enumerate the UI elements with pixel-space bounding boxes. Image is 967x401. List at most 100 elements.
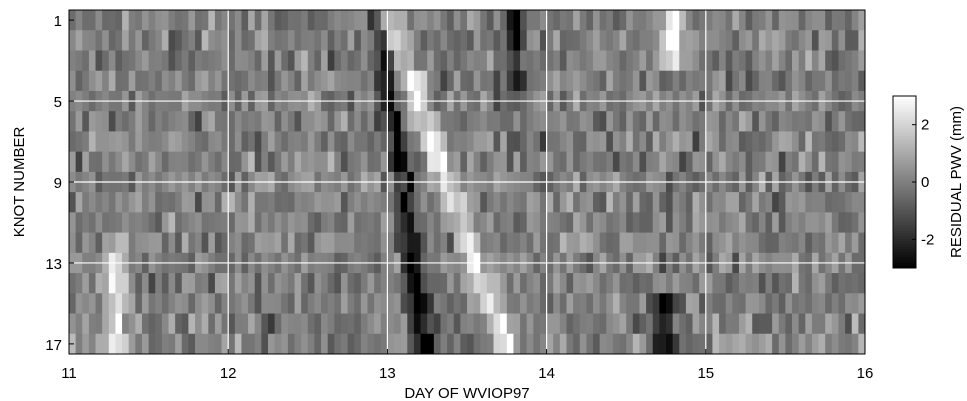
colorbar-swatch — [893, 259, 916, 264]
heatmap-cell — [201, 333, 209, 355]
heatmap-cell — [148, 313, 156, 335]
heatmap-cell — [195, 50, 203, 72]
heatmap-cell — [811, 313, 819, 335]
heatmap-cell — [108, 212, 116, 233]
heatmap-cell — [553, 293, 561, 314]
heatmap-cell — [301, 50, 309, 72]
colorbar-swatch — [893, 101, 916, 105]
heatmap-cell — [413, 70, 421, 92]
heatmap-cell — [69, 313, 77, 335]
heatmap-cell — [692, 313, 700, 335]
heatmap-cell — [666, 212, 674, 233]
heatmap-cell — [785, 232, 793, 254]
heatmap-cell — [526, 10, 534, 31]
heatmap-cell — [811, 293, 819, 314]
heatmap-cell — [745, 333, 753, 355]
heatmap-cell — [334, 30, 342, 51]
heatmap-cell — [413, 293, 421, 314]
heatmap-cell — [208, 212, 216, 233]
heatmap-cell — [725, 151, 733, 173]
heatmap-cell — [281, 30, 289, 51]
colorbar-swatch — [893, 128, 916, 132]
heatmap-cell — [745, 212, 753, 233]
heatmap-cell — [467, 50, 475, 72]
heatmap-cell — [493, 212, 501, 233]
heatmap-cell — [82, 30, 90, 51]
heatmap-cell — [334, 212, 342, 233]
heatmap-cell — [672, 70, 680, 92]
heatmap-cell — [626, 293, 634, 314]
heatmap-cell — [274, 192, 282, 213]
heatmap-cell — [593, 50, 601, 72]
colorbar-swatch — [893, 133, 916, 137]
heatmap-cell — [526, 333, 534, 355]
heatmap-cell — [818, 273, 826, 294]
heatmap-cell — [752, 151, 760, 173]
heatmap-cell — [175, 293, 183, 314]
heatmap-cell — [108, 151, 116, 173]
heatmap-cell — [254, 10, 262, 31]
heatmap-cell — [719, 212, 727, 233]
heatmap-cell — [626, 333, 634, 355]
heatmap-cell — [141, 192, 149, 213]
heatmap-cell — [493, 30, 501, 51]
heatmap-cell — [792, 10, 800, 31]
heatmap-cell — [486, 111, 494, 132]
heatmap-cell — [473, 212, 481, 233]
heatmap-cell — [652, 293, 660, 314]
heatmap-cell — [281, 10, 289, 31]
heatmap-cell — [725, 131, 733, 153]
heatmap-cell — [135, 111, 143, 132]
heatmap-cell — [135, 70, 143, 92]
heatmap-cell — [778, 151, 786, 173]
heatmap-cell — [155, 131, 163, 153]
heatmap-cell — [758, 151, 766, 173]
heatmap-cell — [659, 70, 667, 92]
heatmap-cell — [659, 333, 667, 355]
heatmap-cell — [287, 151, 295, 173]
heatmap-cell — [307, 232, 315, 254]
heatmap-cell — [526, 212, 534, 233]
heatmap-cell — [845, 131, 853, 153]
heatmap-cell — [626, 30, 634, 51]
heatmap-cell — [692, 30, 700, 51]
heatmap-cell — [506, 333, 514, 355]
heatmap-cell — [321, 10, 329, 31]
heatmap-cell — [758, 333, 766, 355]
heatmap-cell — [772, 273, 780, 294]
heatmap-cell — [102, 273, 110, 294]
heatmap-cell — [825, 50, 833, 72]
heatmap-cell — [626, 232, 634, 254]
heatmap-cell — [141, 70, 149, 92]
heatmap-cell — [82, 50, 90, 72]
heatmap-cell — [831, 333, 839, 355]
heatmap-cell — [201, 70, 209, 92]
heatmap-cell — [400, 333, 408, 355]
heatmap-cell — [433, 212, 441, 233]
heatmap-cell — [858, 192, 866, 213]
x-tick-label: 16 — [857, 365, 874, 382]
heatmap-cell — [88, 313, 96, 335]
heatmap-cell — [705, 313, 713, 335]
heatmap-cell — [626, 10, 634, 31]
heatmap-cell — [745, 50, 753, 72]
heatmap-cell — [666, 111, 674, 132]
heatmap-cell — [553, 10, 561, 31]
y-tick-label: 5 — [54, 94, 62, 111]
heatmap-cell — [287, 30, 295, 51]
heatmap-cell — [201, 192, 209, 213]
heatmap-cell — [214, 50, 222, 72]
heatmap-cell — [626, 131, 634, 153]
heatmap-cell — [566, 151, 574, 173]
heatmap-cell — [460, 70, 468, 92]
heatmap-cell — [573, 50, 581, 72]
heatmap-cell — [95, 151, 103, 173]
heatmap-cell — [374, 50, 382, 72]
heatmap-cell — [400, 192, 408, 213]
heatmap-cell — [274, 232, 282, 254]
heatmap-cell — [181, 273, 189, 294]
heatmap-cell — [486, 192, 494, 213]
heatmap-cell — [818, 131, 826, 153]
heatmap-cell — [248, 293, 256, 314]
heatmap-cell — [811, 333, 819, 355]
